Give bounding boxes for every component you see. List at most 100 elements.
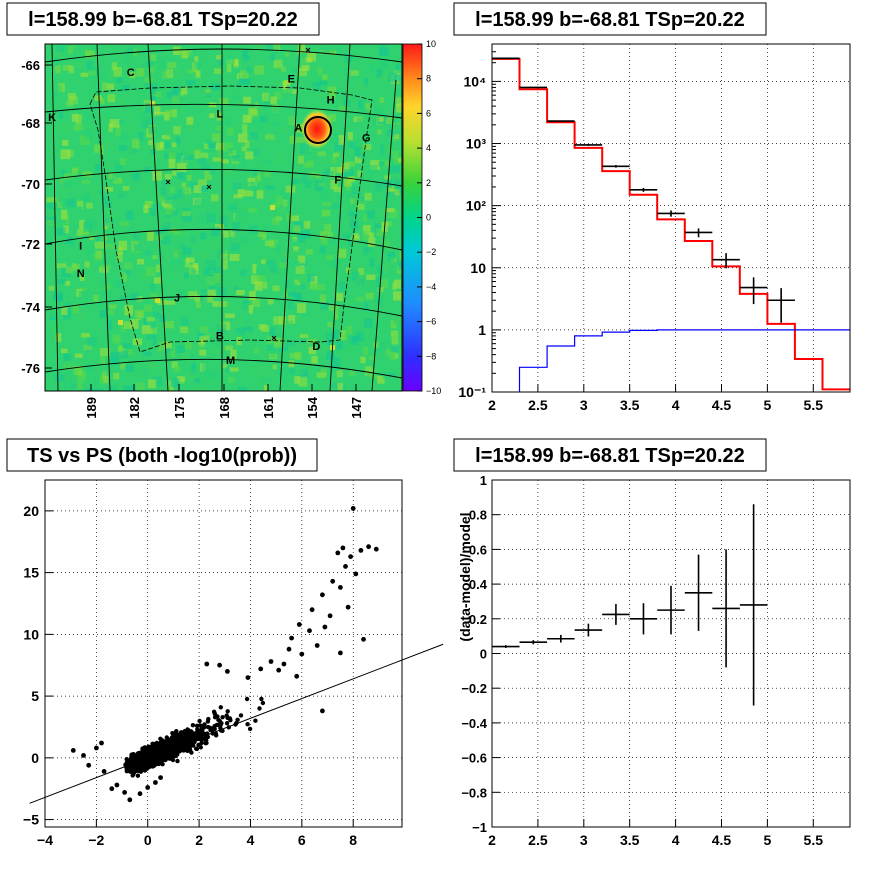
heatmap-pixel [53, 201, 58, 209]
heatmap-pixel [223, 321, 231, 331]
map-x-axis: 189 182 175 168 161 154 147 [84, 384, 364, 419]
heatmap-pixel [216, 341, 221, 348]
heatmap-pixel [199, 336, 205, 345]
map-y-axis: -66 -68 -70 -72 -74 -76 [21, 58, 52, 376]
scatter-point [307, 628, 312, 634]
heatmap-pixel [101, 194, 110, 203]
heatmap-pixel [248, 305, 254, 314]
heatmap-pixel [93, 252, 104, 261]
heatmap-pixel [267, 298, 274, 305]
heatmap-pixel [384, 144, 390, 154]
heatmap-pixel [369, 257, 375, 268]
heatmap-pixel [261, 259, 266, 264]
y-tick-label: −0.6 [461, 751, 487, 766]
heatmap-pixel [134, 244, 141, 251]
scatter-point [195, 727, 200, 732]
heatmap-pixel [80, 287, 87, 293]
scatter-point [185, 732, 191, 738]
heatmap-pixel [330, 179, 338, 190]
heatmap-pixel [242, 50, 248, 58]
heatmap-pixel [162, 134, 171, 140]
heatmap-pixel [68, 45, 74, 54]
heatmap-pixel [177, 376, 185, 382]
heatmap-pixel [118, 320, 123, 325]
scatter-point [350, 506, 356, 511]
heatmap-pixel [132, 138, 140, 149]
heatmap-pixel [138, 132, 144, 142]
heatmap-pixel [154, 151, 163, 159]
heatmap-pixel [334, 186, 342, 193]
heatmap-pixel [273, 316, 281, 325]
y-tick-label: -66 [21, 58, 40, 73]
heatmap-pixel [173, 126, 181, 135]
heatmap-pixel [193, 185, 202, 193]
scatter-point [137, 791, 143, 797]
scatter-point [309, 607, 315, 613]
heatmap-pixel [168, 389, 176, 391]
heatmap-pixel [215, 282, 221, 293]
heatmap-pixel [248, 225, 259, 234]
heatmap-pixel [186, 80, 196, 86]
scatter-point [204, 661, 210, 667]
heatmap-pixel [153, 277, 161, 284]
heatmap-pixel [230, 243, 240, 252]
parallel-line [45, 228, 402, 251]
heatmap-pixel [77, 313, 84, 320]
heatmap-pixel [187, 69, 196, 74]
heatmap-pixel [320, 235, 328, 245]
heatmap-pixel [205, 138, 216, 144]
heatmap-pixel [46, 219, 55, 226]
heatmap-pixel [194, 294, 201, 302]
heatmap-pixel [361, 230, 370, 241]
heatmap-pixel [289, 68, 296, 73]
heatmap-pixel [105, 215, 113, 224]
data-point [739, 277, 768, 305]
heatmap-pixel [376, 277, 383, 283]
scatter-point [180, 747, 185, 752]
heatmap-pixel [322, 346, 328, 354]
x-tick-label: 5 [763, 832, 771, 848]
heatmap-pixel [253, 149, 260, 156]
heatmap-pixel [218, 148, 223, 159]
heatmap-pixel [190, 365, 196, 375]
heatmap-pixel [201, 163, 211, 171]
heatmap-pixel [181, 214, 192, 222]
heatmap-pixel [150, 101, 155, 106]
x-tick-label: 4 [672, 832, 680, 848]
heatmap-pixel [152, 340, 157, 346]
heatmap-pixel [198, 185, 208, 192]
scatter-point [94, 745, 99, 751]
heatmap-pixel [55, 65, 61, 74]
heatmap-pixel [93, 347, 99, 354]
scatter-point [213, 731, 219, 736]
x-tick-label: 4.5 [712, 397, 732, 413]
heatmap-pixel [344, 178, 352, 187]
scatter-point [129, 754, 134, 760]
y-tick-label: 0 [31, 750, 39, 766]
scatter-point [335, 550, 341, 556]
cross-marker [271, 335, 277, 341]
heatmap-pixel [238, 78, 247, 85]
heatmap-pixel [153, 376, 163, 387]
heatmap-pixel [109, 119, 120, 128]
scatter-point [338, 650, 343, 656]
heatmap-pixel [121, 85, 130, 91]
heatmap-pixel [131, 173, 140, 181]
heatmap-pixel [362, 304, 367, 313]
heatmap-pixel [280, 126, 287, 133]
data-point [547, 120, 575, 122]
heatmap-pixel [176, 162, 187, 173]
heatmap-pixel [385, 208, 395, 213]
heatmap-pixel [252, 263, 257, 274]
x-tick-label: 5.5 [804, 397, 824, 413]
scatter-point [175, 758, 180, 764]
heatmap-pixel [150, 322, 156, 329]
heatmap-pixel [299, 334, 309, 339]
heatmap-pixel [220, 253, 228, 260]
heatmap-pixel [143, 204, 149, 213]
heatmap-pixel [76, 200, 84, 211]
cross-marker [206, 184, 212, 190]
meridian-line [96, 44, 111, 391]
heatmap-pixel [60, 149, 71, 160]
heatmap-pixel [233, 182, 242, 190]
